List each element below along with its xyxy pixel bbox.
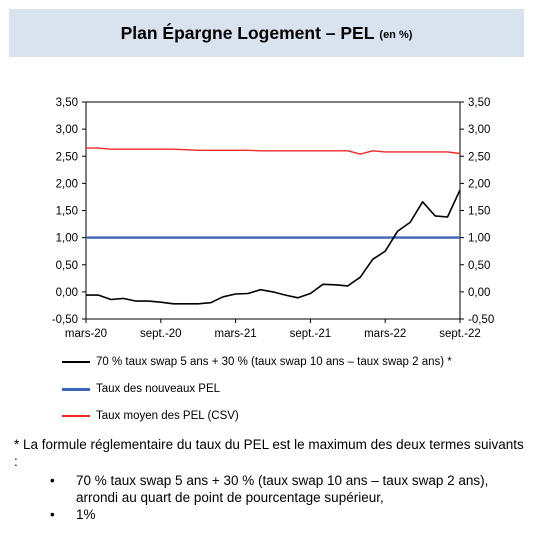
footnote-list: 70 % taux swap 5 ans + 30 % (taux swap 1…	[14, 472, 524, 523]
y-tick-label-left: -0,50	[52, 314, 78, 326]
x-tick-label: mars-22	[364, 328, 406, 340]
plot-area-frame	[85, 101, 461, 320]
y-tick-label-right: 1,50	[468, 206, 490, 218]
y-tick-label-left: 3,00	[56, 124, 78, 136]
y-tick-label-left: 2,00	[56, 178, 78, 190]
y-tick-label-right: 1,00	[468, 233, 490, 245]
y-tick-label-left: 1,50	[56, 206, 78, 218]
legend-swatch-nouveaux-pel	[62, 387, 90, 391]
x-tick-label: mars-21	[215, 328, 257, 340]
chart-title: Plan Épargne Logement – PEL	[120, 22, 375, 43]
footnote-item-floor: 1%	[14, 506, 524, 523]
legend-label-taux-moyen: Taux moyen des PEL (CSV)	[96, 410, 239, 422]
series-line-taux-moyen	[86, 147, 461, 155]
y-tick-label-right: 0,00	[468, 287, 490, 299]
legend-item-nouveaux-pel: Taux des nouveaux PEL	[62, 383, 220, 395]
legend-item-swap: 70 % taux swap 5 ans + 30 % (taux swap 1…	[62, 356, 452, 368]
y-tick-label-right: 2,50	[468, 151, 490, 163]
y-tick-label-left: 2,50	[56, 151, 78, 163]
legend-label-nouveaux-pel: Taux des nouveaux PEL	[96, 383, 221, 395]
footnote-intro: * La formule réglementaire du taux du PE…	[14, 437, 524, 469]
x-tick-label: mars-20	[65, 328, 107, 340]
y-tick-label-left: 3,50	[56, 97, 78, 109]
y-tick-label-right: 0,50	[468, 260, 490, 272]
legend-item-taux-moyen: Taux moyen des PEL (CSV)	[62, 410, 239, 422]
x-tick-label: sept.-20	[140, 328, 182, 340]
y-tick-label-left: 0,50	[56, 260, 78, 272]
legend-label-swap: 70 % taux swap 5 ans + 30 % (taux swap 1…	[96, 356, 452, 368]
legend-swatch-taux-moyen	[62, 415, 90, 417]
y-tick-label-right: -0,50	[468, 314, 494, 326]
y-tick-label-right: 2,00	[468, 178, 490, 190]
series-line-swap	[86, 189, 461, 305]
y-tick-label-right: 3,00	[468, 124, 490, 136]
chart-subtitle: (en %)	[379, 29, 413, 41]
y-tick-label-left: 0,00	[56, 287, 78, 299]
y-tick-label-left: 1,00	[56, 233, 78, 245]
y-tick-label-right: 3,50	[468, 97, 490, 109]
x-tick-label: sept.-21	[290, 328, 332, 340]
line-chart: 3,50 3,50 3,00 3,00 2,50 2,50 2,00 2,00 1,50 1,50…	[52, 97, 494, 340]
footnote-item-formula: 70 % taux swap 5 ans + 30 % (taux swap 1…	[14, 472, 524, 506]
x-tick-label: sept.-22	[439, 328, 481, 340]
chart-header: Plan Épargne Logement – PEL (en %)	[9, 9, 524, 57]
legend-swatch-swap	[62, 361, 90, 363]
footnote: * La formule réglementaire du taux du PE…	[14, 436, 524, 523]
